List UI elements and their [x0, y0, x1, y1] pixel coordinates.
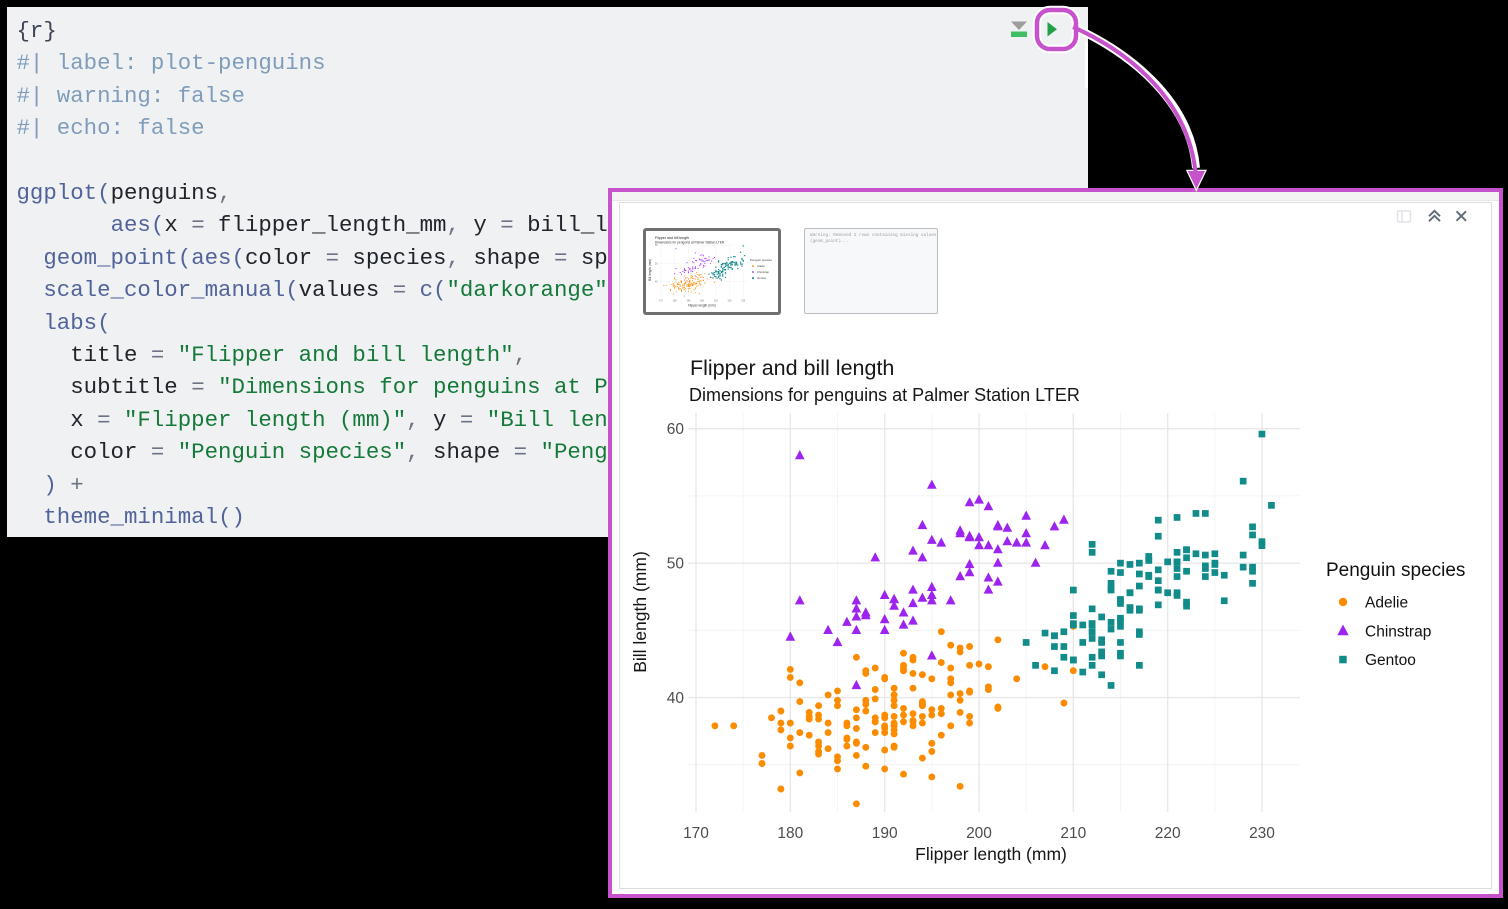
- svg-text:Penguin species: Penguin species: [1326, 560, 1465, 581]
- svg-text:Bill length (mm): Bill length (mm): [648, 259, 652, 281]
- svg-text:50: 50: [655, 263, 658, 265]
- svg-text:230: 230: [1249, 825, 1275, 842]
- svg-text:220: 220: [728, 301, 733, 303]
- svg-text:180: 180: [673, 301, 678, 303]
- svg-text:200: 200: [700, 301, 705, 303]
- svg-text:40: 40: [667, 690, 685, 707]
- svg-text:Bill length (mm): Bill length (mm): [630, 551, 650, 673]
- svg-text:Dimensions for penguins at Pal: Dimensions for penguins at Palmer Statio…: [689, 385, 1080, 405]
- svg-text:220: 220: [1155, 825, 1181, 842]
- svg-text:Flipper length (mm): Flipper length (mm): [688, 304, 716, 308]
- svg-text:210: 210: [1060, 825, 1086, 842]
- svg-text:Flipper length (mm): Flipper length (mm): [915, 844, 1067, 864]
- svg-text:210: 210: [714, 301, 719, 303]
- svg-text:190: 190: [872, 825, 898, 842]
- svg-text:180: 180: [777, 825, 803, 842]
- svg-text:40: 40: [655, 282, 658, 284]
- svg-text:Chinstrap: Chinstrap: [1365, 624, 1431, 641]
- svg-text:170: 170: [683, 825, 709, 842]
- svg-text:Dimensions for penguins at Pal: Dimensions for penguins at Palmer Statio…: [655, 241, 725, 245]
- svg-text:200: 200: [966, 825, 992, 842]
- svg-text:50: 50: [667, 556, 685, 573]
- svg-text:Adelie: Adelie: [1365, 595, 1408, 612]
- svg-text:60: 60: [655, 245, 658, 247]
- svg-text:Penguin species: Penguin species: [750, 258, 773, 262]
- svg-text:Flipper and bill length: Flipper and bill length: [690, 356, 894, 380]
- svg-text:Gentoo: Gentoo: [757, 276, 767, 280]
- svg-text:Flipper and bill length: Flipper and bill length: [655, 236, 689, 240]
- svg-text:Adelie: Adelie: [757, 264, 765, 268]
- svg-text:Chinstrap: Chinstrap: [757, 270, 769, 274]
- svg-text:190: 190: [686, 301, 691, 303]
- svg-text:170: 170: [659, 301, 664, 303]
- svg-text:60: 60: [667, 421, 685, 438]
- svg-text:230: 230: [741, 301, 746, 303]
- svg-text:Gentoo: Gentoo: [1365, 652, 1416, 669]
